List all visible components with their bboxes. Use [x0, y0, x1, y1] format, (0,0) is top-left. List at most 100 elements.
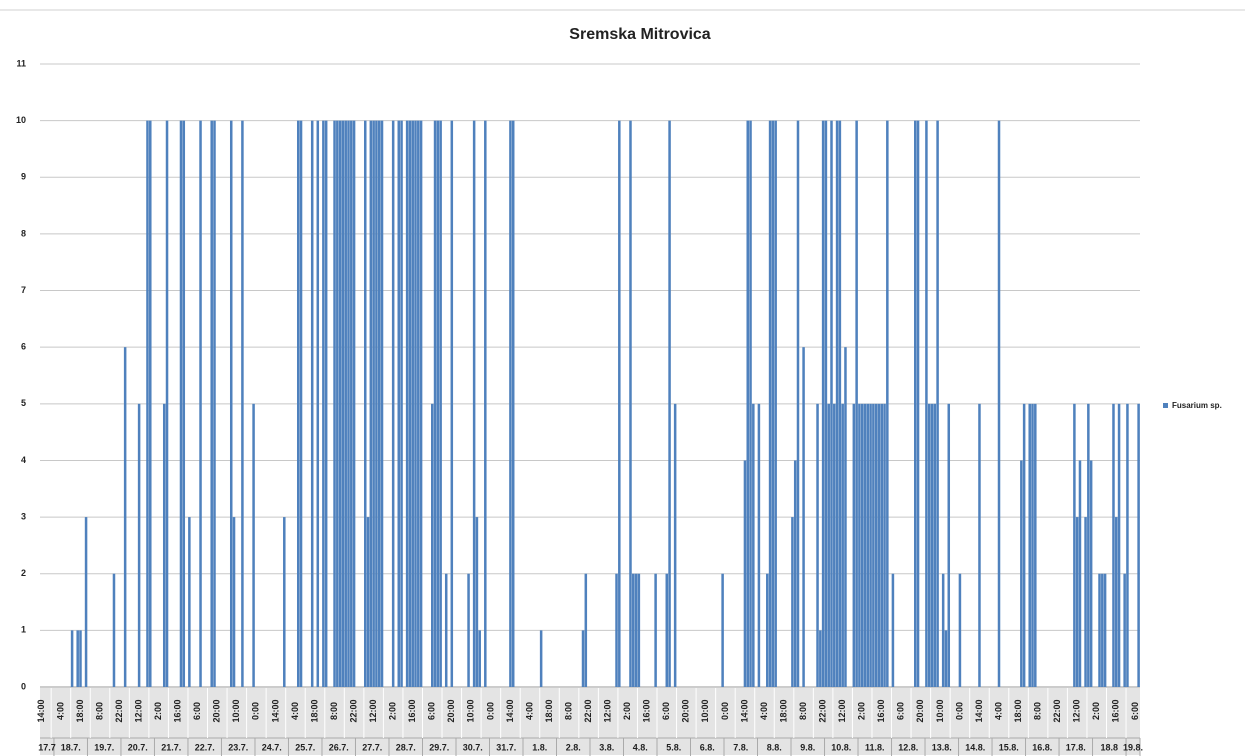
x-tick-label: 14:00 — [974, 699, 984, 722]
bar — [883, 403, 886, 687]
date-label: 4.8. — [633, 742, 648, 752]
bar — [137, 403, 141, 687]
x-tick-label: 12:00 — [1072, 699, 1082, 722]
bar — [400, 120, 403, 688]
bar — [1028, 403, 1031, 687]
bar — [916, 120, 920, 688]
y-tick-label: 7 — [21, 285, 26, 295]
date-label: 15.8. — [999, 742, 1019, 752]
bar — [375, 120, 378, 688]
x-tick-label: 18:00 — [544, 699, 554, 722]
bar — [439, 120, 442, 688]
x-tick-label: 2:00 — [388, 702, 398, 720]
bar — [511, 120, 515, 688]
date-label: 18.8 — [1101, 742, 1119, 752]
bar — [863, 403, 867, 687]
bar — [665, 573, 669, 687]
bar — [182, 120, 186, 688]
bar — [84, 517, 88, 687]
date-label: 27.7. — [362, 742, 382, 752]
bar — [419, 120, 423, 688]
bar — [1022, 403, 1026, 687]
date-label: 18.7. — [61, 742, 81, 752]
x-tick-label: 6:00 — [661, 702, 671, 720]
date-label: 10.8. — [831, 742, 851, 752]
bar — [830, 120, 833, 688]
x-tick-label: 22:00 — [1052, 699, 1062, 722]
bar — [338, 120, 342, 688]
bar — [749, 120, 752, 688]
x-tick-label: 6:00 — [427, 702, 437, 720]
bar — [1115, 517, 1118, 687]
bar — [852, 403, 856, 687]
y-tick-label: 0 — [21, 681, 26, 691]
bar — [891, 573, 895, 687]
date-label: 20.7. — [128, 742, 148, 752]
bar — [634, 573, 638, 687]
x-tick-label: 4:00 — [290, 702, 300, 720]
x-tick-label: 10:00 — [935, 699, 945, 722]
bar — [866, 403, 870, 687]
date-label: 3.8. — [599, 742, 614, 752]
bar — [241, 120, 244, 688]
bar — [411, 120, 414, 688]
bar — [344, 120, 347, 688]
bar — [1137, 403, 1140, 687]
x-tick-label: 16:00 — [1111, 699, 1121, 722]
x-tick-label: 6:00 — [1130, 702, 1140, 720]
x-tick-label: 2:00 — [857, 702, 867, 720]
bar — [478, 630, 481, 687]
bar — [350, 120, 353, 688]
bar — [1126, 403, 1129, 687]
bar — [632, 573, 635, 687]
bar — [397, 120, 401, 688]
bar — [369, 120, 373, 688]
bar — [467, 573, 470, 687]
bar — [436, 120, 440, 688]
date-label: 23.7. — [228, 742, 248, 752]
bar — [213, 120, 216, 688]
date-label: 9.8. — [800, 742, 815, 752]
x-tick-label: 0:00 — [720, 702, 730, 720]
x-tick-label: 12:00 — [133, 699, 143, 722]
x-tick-label: 2:00 — [153, 702, 163, 720]
bar — [1087, 403, 1090, 687]
bar — [941, 573, 945, 687]
bar — [363, 120, 367, 688]
bar — [833, 403, 836, 687]
date-label: 19.7. — [94, 742, 114, 752]
x-tick-label: 16:00 — [876, 699, 886, 722]
bar — [860, 403, 864, 687]
bar — [877, 403, 881, 687]
bar — [637, 573, 641, 687]
bar — [333, 120, 336, 688]
x-tick-label: 22:00 — [114, 699, 124, 722]
bar — [417, 120, 420, 688]
date-label: 21.7. — [161, 742, 181, 752]
date-label: 1.8. — [532, 742, 547, 752]
bar — [615, 573, 618, 687]
x-tick-label: 22:00 — [583, 699, 593, 722]
chart-title: Sremska Mitrovica — [569, 26, 711, 43]
x-tick-label: 20:00 — [915, 699, 925, 722]
bar — [179, 120, 183, 688]
bar — [766, 573, 769, 687]
date-label: 6.8. — [700, 742, 715, 752]
bar — [377, 120, 381, 688]
bar — [746, 120, 749, 688]
bar — [824, 120, 828, 688]
date-label: 28.7. — [396, 742, 416, 752]
bar — [472, 120, 476, 688]
bar — [673, 403, 677, 687]
x-tick-label: 0:00 — [954, 702, 964, 720]
bar — [484, 120, 487, 688]
bar — [475, 517, 479, 687]
bar — [76, 630, 79, 687]
date-label: 13.8. — [932, 742, 952, 752]
x-tick-label: 0:00 — [485, 702, 495, 720]
x-tick-label: 14:00 — [36, 699, 46, 722]
bar — [997, 120, 1001, 688]
bar — [341, 120, 345, 688]
bar — [796, 120, 800, 688]
date-label: 30.7. — [463, 742, 483, 752]
